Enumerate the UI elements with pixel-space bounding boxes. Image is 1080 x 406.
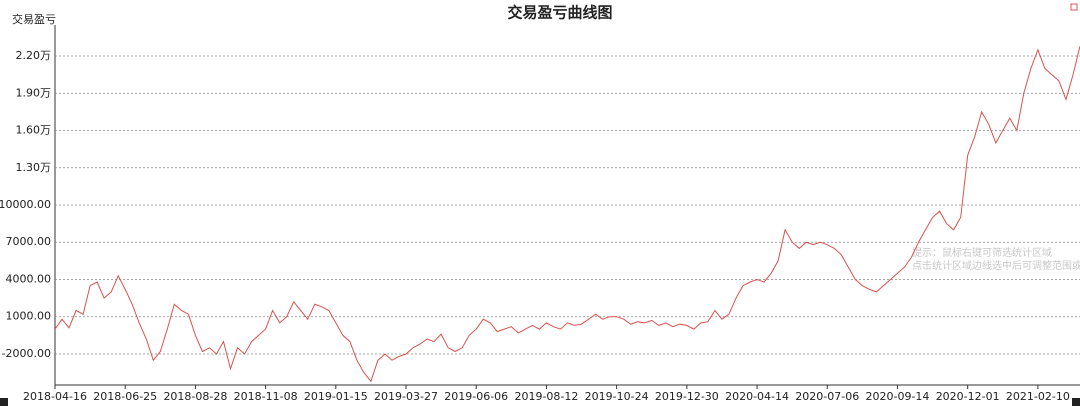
scroll-left[interactable]	[0, 398, 8, 406]
y-axis-label: 交易盈亏	[12, 12, 56, 26]
x-tick-label: 2020-12-01	[936, 390, 1000, 403]
x-tick-label: 2018-08-28	[163, 390, 227, 403]
y-tick-label: 1000.00	[6, 310, 52, 323]
x-tick-label: 2021-02-10	[1006, 390, 1070, 403]
chart-title: 交易盈亏曲线图	[507, 4, 612, 22]
x-tick-label: 2019-06-06	[444, 390, 508, 403]
corner-marker	[1070, 3, 1078, 11]
x-tick-label: 2018-06-25	[93, 390, 157, 403]
scroll-right[interactable]	[1072, 398, 1080, 406]
x-tick-label: 2019-12-30	[655, 390, 719, 403]
x-tick-label: 2020-07-06	[795, 390, 859, 403]
y-tick-label: 1.30万	[16, 161, 52, 174]
x-tick-label: 2019-10-24	[585, 390, 649, 403]
x-tick-label: 2019-01-15	[304, 390, 368, 403]
x-tick-label: 2018-04-16	[23, 390, 87, 403]
hint-text: 提示：鼠标右键可筛选统计区域	[912, 246, 1052, 259]
line	[54, 45, 1080, 383]
y-tick-label: 1.90万	[16, 86, 52, 99]
hint-text: 点击统计区域边线选中后可调整范围或拉	[912, 259, 1080, 272]
x-tick-label: 2020-09-14	[865, 390, 929, 403]
y-tick-label: 1.60万	[16, 124, 52, 137]
x-tick-label: 2019-08-12	[514, 390, 578, 403]
y-tick-label: 10000.00	[0, 198, 51, 211]
y-tick-label: 2.20万	[16, 49, 52, 62]
x-tick-label: 2020-04-14	[725, 390, 789, 403]
y-tick-label: -2000.00	[2, 347, 51, 360]
x-tick-label: 2019-03-27	[374, 390, 438, 403]
x-tick-label: 2018-11-08	[234, 390, 298, 403]
y-tick-label: 4000.00	[6, 272, 52, 285]
y-tick-label: 7000.00	[6, 235, 52, 248]
